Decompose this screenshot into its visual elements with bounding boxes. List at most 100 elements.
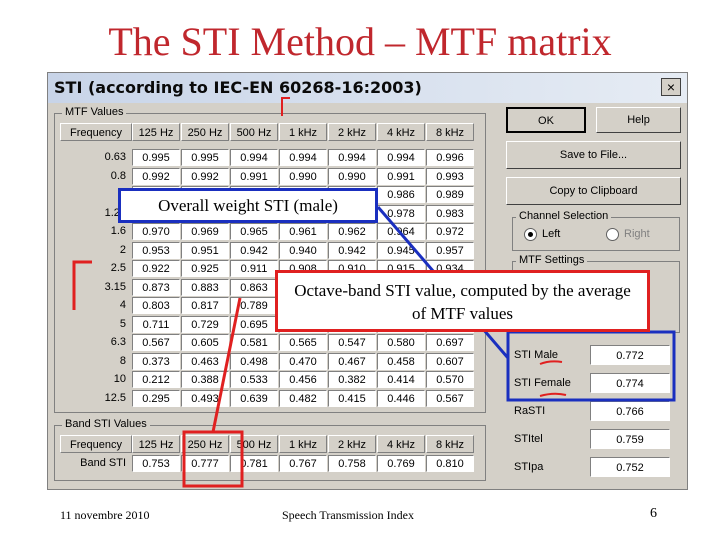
band-group-label: Band STI Values [62, 418, 150, 430]
mtf-cell[interactable]: 0.990 [279, 167, 327, 185]
help-button[interactable]: Help [596, 107, 681, 133]
save-to-file-button[interactable]: Save to File... [506, 141, 681, 169]
radio-left-dot [528, 232, 533, 237]
mtf-cell[interactable]: 0.993 [426, 167, 474, 185]
band-octave-header: 250 Hz [181, 435, 229, 453]
band-sti-cell[interactable]: 0.810 [426, 455, 474, 472]
mtf-cell[interactable]: 0.986 [377, 186, 425, 203]
mtf-cell[interactable]: 0.697 [426, 334, 474, 351]
mtf-cell[interactable]: 0.382 [328, 371, 376, 388]
mtf-cell[interactable]: 0.873 [132, 278, 180, 296]
mtf-cell[interactable]: 0.498 [230, 352, 278, 370]
mtf-cell[interactable]: 0.456 [279, 371, 327, 388]
mtf-cell[interactable]: 0.729 [181, 315, 229, 333]
mtf-cell[interactable]: 0.547 [328, 334, 376, 351]
mtf-cell[interactable]: 0.295 [132, 389, 180, 407]
mtf-cell[interactable]: 0.995 [132, 149, 180, 166]
mtf-cell[interactable]: 0.470 [279, 352, 327, 370]
sti-result-label: STItel [514, 433, 543, 445]
radio-right[interactable] [606, 228, 619, 241]
mtf-cell[interactable]: 0.639 [230, 389, 278, 407]
octave-band-header: 1 kHz [279, 123, 327, 141]
band-sti-cell[interactable]: 0.767 [279, 455, 327, 472]
mtf-cell[interactable]: 0.817 [181, 297, 229, 314]
mtf-cell[interactable]: 0.996 [426, 149, 474, 166]
mtf-cell[interactable]: 0.567 [426, 389, 474, 407]
mtf-cell[interactable]: 0.482 [279, 389, 327, 407]
ok-button[interactable]: OK [506, 107, 586, 133]
mtf-cell[interactable]: 0.446 [377, 389, 425, 407]
radio-left[interactable] [524, 228, 537, 241]
mtf-cell[interactable]: 0.925 [181, 260, 229, 277]
mtf-cell[interactable]: 0.953 [132, 241, 180, 259]
modulation-frequency: 10 [60, 371, 132, 388]
mtf-cell[interactable]: 0.415 [328, 389, 376, 407]
mtf-cell[interactable]: 0.463 [181, 352, 229, 370]
mtf-cell[interactable]: 0.607 [426, 352, 474, 370]
mtf-cell[interactable]: 0.414 [377, 371, 425, 388]
mtf-cell[interactable]: 0.994 [328, 149, 376, 166]
mtf-cell[interactable]: 0.567 [132, 334, 180, 351]
modulation-frequency: 8 [60, 352, 132, 370]
mtf-cell[interactable]: 0.991 [377, 167, 425, 185]
mtf-cell[interactable]: 0.991 [230, 167, 278, 185]
mtf-cell[interactable]: 0.212 [132, 371, 180, 388]
sti-result-value[interactable]: 0.772 [590, 345, 670, 365]
mtf-cell[interactable]: 0.983 [426, 204, 474, 222]
mtf-cell[interactable]: 0.992 [181, 167, 229, 185]
octave-band-header: 2 kHz [328, 123, 376, 141]
band-sti-cell[interactable]: 0.769 [377, 455, 425, 472]
mtf-cell[interactable]: 0.962 [328, 223, 376, 240]
mtf-cell[interactable]: 0.940 [279, 241, 327, 259]
mtf-cell[interactable]: 0.467 [328, 352, 376, 370]
copy-to-clipboard-button[interactable]: Copy to Clipboard [506, 177, 681, 205]
mtf-cell[interactable]: 0.581 [230, 334, 278, 351]
footer-page-number: 6 [650, 506, 657, 521]
modulation-frequency: 3.15 [60, 278, 132, 296]
close-icon[interactable]: × [661, 78, 681, 96]
band-sti-cell[interactable]: 0.777 [181, 455, 229, 472]
red-mark-left [72, 260, 92, 310]
sti-result-value[interactable]: 0.766 [590, 401, 670, 421]
sti-result-value[interactable]: 0.759 [590, 429, 670, 449]
mtf-cell[interactable]: 0.493 [181, 389, 229, 407]
mtf-cell[interactable]: 0.994 [377, 149, 425, 166]
mtf-cell[interactable]: 0.994 [230, 149, 278, 166]
mtf-cell[interactable]: 0.942 [230, 241, 278, 259]
mtf-cell[interactable]: 0.458 [377, 352, 425, 370]
modulation-frequency: 1.6 [60, 223, 132, 240]
mtf-cell[interactable]: 0.922 [132, 260, 180, 277]
mtf-cell[interactable]: 0.989 [426, 186, 474, 203]
mtf-cell[interactable]: 0.565 [279, 334, 327, 351]
mtf-cell[interactable]: 0.965 [230, 223, 278, 240]
mtf-cell[interactable]: 0.373 [132, 352, 180, 370]
mtf-cell[interactable]: 0.961 [279, 223, 327, 240]
mtf-cell[interactable]: 0.883 [181, 278, 229, 296]
mtf-cell[interactable]: 0.605 [181, 334, 229, 351]
mtf-cell[interactable]: 0.990 [328, 167, 376, 185]
mtf-cell[interactable]: 0.942 [328, 241, 376, 259]
sti-result-value[interactable]: 0.752 [590, 457, 670, 477]
mtf-cell[interactable]: 0.969 [181, 223, 229, 240]
band-sti-cell[interactable]: 0.753 [132, 455, 180, 472]
mtf-cell[interactable]: 0.992 [132, 167, 180, 185]
mtf-cell[interactable]: 0.711 [132, 315, 180, 333]
sti-result-value[interactable]: 0.774 [590, 373, 670, 393]
octave-band-header: 500 Hz [230, 123, 278, 141]
mtf-cell[interactable]: 0.972 [426, 223, 474, 240]
mtf-cell[interactable]: 0.863 [230, 278, 278, 296]
mtf-cell[interactable]: 0.570 [426, 371, 474, 388]
mtf-cell[interactable]: 0.994 [279, 149, 327, 166]
mtf-cell[interactable]: 0.580 [377, 334, 425, 351]
mtf-cell[interactable]: 0.803 [132, 297, 180, 314]
mtf-cell[interactable]: 0.951 [181, 241, 229, 259]
mtf-cell[interactable]: 0.533 [230, 371, 278, 388]
mtf-cell[interactable]: 0.978 [377, 204, 425, 222]
mtf-cell[interactable]: 0.957 [426, 241, 474, 259]
mtf-cell[interactable]: 0.388 [181, 371, 229, 388]
mtf-cell[interactable]: 0.995 [181, 149, 229, 166]
band-sti-cell[interactable]: 0.758 [328, 455, 376, 472]
mtf-cell[interactable]: 0.911 [230, 260, 278, 277]
mtf-cell[interactable]: 0.970 [132, 223, 180, 240]
